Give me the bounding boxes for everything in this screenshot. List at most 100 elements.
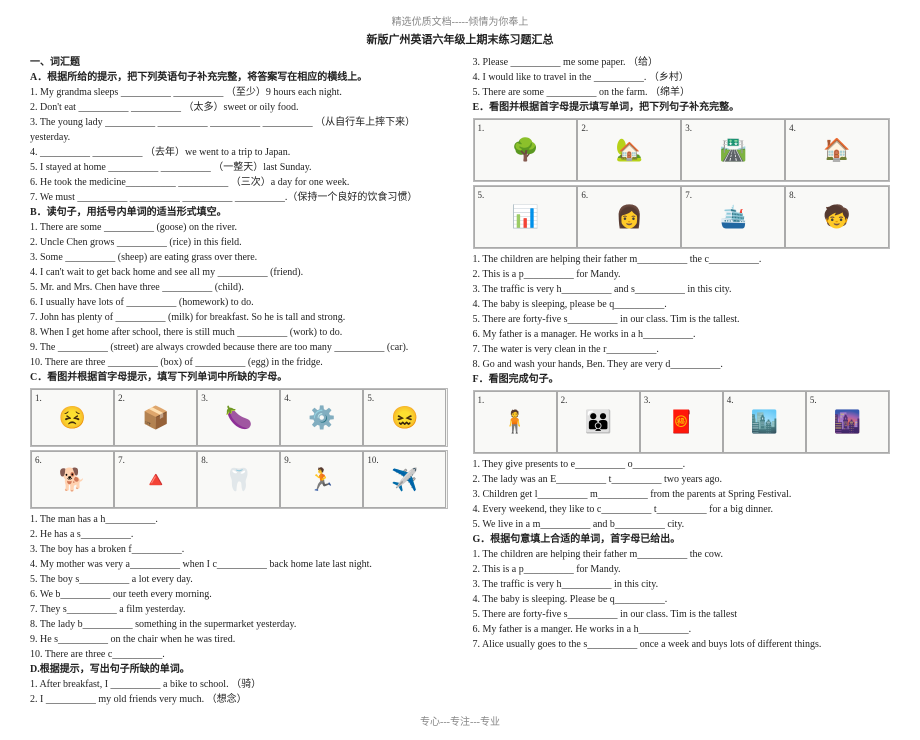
vegetable-icon: 🍆: [225, 401, 252, 434]
left-column: 一、词汇题 A．根据所给的提示，把下列英语句子补充完整，将答案写在相应的横线上。…: [30, 55, 448, 707]
D-2: 2. I __________ my old friends very much…: [30, 692, 448, 707]
C-img-5: 5.😖: [363, 389, 446, 446]
F-img-5: 5.🌆: [806, 391, 889, 453]
watermark-header: 精选优质文档-----倾情为你奉上: [30, 15, 890, 30]
E-6: 6. My father is a manager. He works in a…: [473, 327, 891, 342]
C-img-7: 7.🔺: [114, 451, 197, 508]
E-img-1: 1.🌳: [474, 119, 578, 181]
C-img-10: 10.✈️: [363, 451, 446, 508]
C-7: 7. They s__________ a film yesterday.: [30, 602, 448, 617]
F-1: 1. They give presents to e__________ o__…: [473, 457, 891, 472]
A-2: 2. Don't eat __________ __________ （太多）s…: [30, 100, 448, 115]
E-img-4: 4.🏠: [785, 119, 889, 181]
E-img-5: 5.📊: [474, 186, 578, 248]
E-img-6: 6.👩: [577, 186, 681, 248]
F-5: 5. We live in a m__________ and b_______…: [473, 517, 891, 532]
section-G-head: G．根据句意填上合适的单词，首字母已给出。: [473, 532, 891, 547]
E-7: 7. The water is very clean in the r_____…: [473, 342, 891, 357]
A-3: 3. The young lady __________ __________ …: [30, 115, 448, 145]
G-2: 2. This is a p__________ for Mandy.: [473, 562, 891, 577]
C-img-9: 9.🏃: [280, 451, 363, 508]
F-4: 4. Every weekend, they like to c________…: [473, 502, 891, 517]
D-4: 4. I would like to travel in the _______…: [473, 70, 891, 85]
E-3: 3. The traffic is very h__________ and s…: [473, 282, 891, 297]
section-F-head: F．看图完成句子。: [473, 372, 891, 387]
box-icon: 📦: [142, 401, 169, 434]
F-img-1: 1.🧍: [474, 391, 557, 453]
C-2: 2. He has a s__________.: [30, 527, 448, 542]
B-9: 9. The __________ (street) are always cr…: [30, 340, 448, 355]
A-7: 7. We must __________ __________ _______…: [30, 190, 448, 205]
C-3: 3. The boy has a broken f__________.: [30, 542, 448, 557]
page-title: 新版广州英语六年级上期末练习题汇总: [30, 32, 890, 49]
E-8: 8. Go and wash your hands, Ben. They are…: [473, 357, 891, 372]
C-9: 9. He s__________ on the chair when he w…: [30, 632, 448, 647]
C-10: 10. There are three c__________.: [30, 647, 448, 662]
G-3: 3. The traffic is very h__________ in th…: [473, 577, 891, 592]
C-img-8: 8.🦷: [197, 451, 280, 508]
D-1: 1. After breakfast, I __________ a bike …: [30, 677, 448, 692]
section-B-head: B．读句子，用括号内单词的适当形式填空。: [30, 205, 448, 220]
E-1: 1. The children are helping their father…: [473, 252, 891, 267]
section-A-head: A．根据所给的提示，把下列英语句子补充完整，将答案写在相应的横线上。: [30, 70, 448, 85]
B-1: 1. There are some __________ (goose) on …: [30, 220, 448, 235]
G-7: 7. Alice usually goes to the s__________…: [473, 637, 891, 652]
running-icon: 🏃: [308, 463, 335, 496]
child-icon: 🧒: [823, 200, 850, 233]
family-icon: 👪: [584, 405, 611, 438]
D-3: 3. Please __________ me some paper. （给）: [473, 55, 891, 70]
C-img-2: 2.📦: [114, 389, 197, 446]
envelope-icon: 🧧: [668, 405, 695, 438]
C-img-6: 6.🐕: [31, 451, 114, 508]
home-icon: 🏠: [823, 133, 850, 166]
gear-icon: ⚙️: [308, 401, 335, 434]
sick-icon: 😖: [391, 401, 418, 434]
E-img-2: 2.🏡: [577, 119, 681, 181]
ship-icon: 🛳️: [719, 200, 746, 233]
B-10: 10. There are three __________ (box) of …: [30, 355, 448, 370]
E-image-row-2: 5.📊 6.👩 7.🛳️ 8.🧒: [473, 185, 891, 249]
C-6: 6. We b__________ our teeth every mornin…: [30, 587, 448, 602]
two-column-layout: 一、词汇题 A．根据所给的提示，把下列英语句子补充完整，将答案写在相应的横线上。…: [30, 55, 890, 707]
watermark-footer: 专心---专注---专业: [30, 715, 890, 730]
G-5: 5. There are forty-five s__________ in o…: [473, 607, 891, 622]
G-6: 6. My father is a manger. He works in a …: [473, 622, 891, 637]
E-2: 2. This is a p__________ for Mandy.: [473, 267, 891, 282]
F-image-row: 1.🧍 2.👪 3.🧧 4.🏙️ 5.🌆: [473, 390, 891, 454]
E-img-8: 8.🧒: [785, 186, 889, 248]
F-img-2: 2.👪: [557, 391, 640, 453]
section-1-head: 一、词汇题: [30, 55, 448, 70]
city-icon: 🏙️: [751, 405, 778, 438]
dog-icon: 🐕: [59, 463, 86, 496]
B-5: 5. Mr. and Mrs. Chen have three ________…: [30, 280, 448, 295]
person-icon: 🧍: [501, 405, 528, 438]
C-img-1: 1.😣: [31, 389, 114, 446]
E-4: 4. The baby is sleeping, please be q____…: [473, 297, 891, 312]
tree-icon: 🌳: [512, 133, 539, 166]
E-img-3: 3.🛣️: [681, 119, 785, 181]
G-1: 1. The children are helping their father…: [473, 547, 891, 562]
B-6: 6. I usually have lots of __________ (ho…: [30, 295, 448, 310]
section-C-head: C．看图并根据首字母提示，填写下列单词中所缺的字母。: [30, 370, 448, 385]
F-3: 3. Children get l__________ m__________ …: [473, 487, 891, 502]
road-icon: 🛣️: [719, 133, 746, 166]
G-4: 4. The baby is sleeping. Please be q____…: [473, 592, 891, 607]
tooth-icon: 🦷: [225, 463, 252, 496]
D-5: 5. There are some __________ on the farm…: [473, 85, 891, 100]
right-column: 3. Please __________ me some paper. （给） …: [473, 55, 891, 707]
triangle-icon: 🔺: [142, 463, 169, 496]
C-image-row-1: 1.😣 2.📦 3.🍆 4.⚙️ 5.😖: [30, 388, 448, 447]
A-4: 4. __________ __________ （去年）we went to …: [30, 145, 448, 160]
B-8: 8. When I get home after school, there i…: [30, 325, 448, 340]
C-image-row-2: 6.🐕 7.🔺 8.🦷 9.🏃 10.✈️: [30, 450, 448, 509]
C-4: 4. My mother was very a__________ when I…: [30, 557, 448, 572]
B-3: 3. Some __________ (sheep) are eating gr…: [30, 250, 448, 265]
C-img-3: 3.🍆: [197, 389, 280, 446]
F-img-4: 4.🏙️: [723, 391, 806, 453]
woman-icon: 👩: [616, 200, 643, 233]
B-2: 2. Uncle Chen grows __________ (rice) in…: [30, 235, 448, 250]
plane-icon: ✈️: [391, 463, 418, 496]
A-6: 6. He took the medicine__________ ______…: [30, 175, 448, 190]
C-8: 8. The lady b__________ something in the…: [30, 617, 448, 632]
chart-icon: 📊: [512, 200, 539, 233]
